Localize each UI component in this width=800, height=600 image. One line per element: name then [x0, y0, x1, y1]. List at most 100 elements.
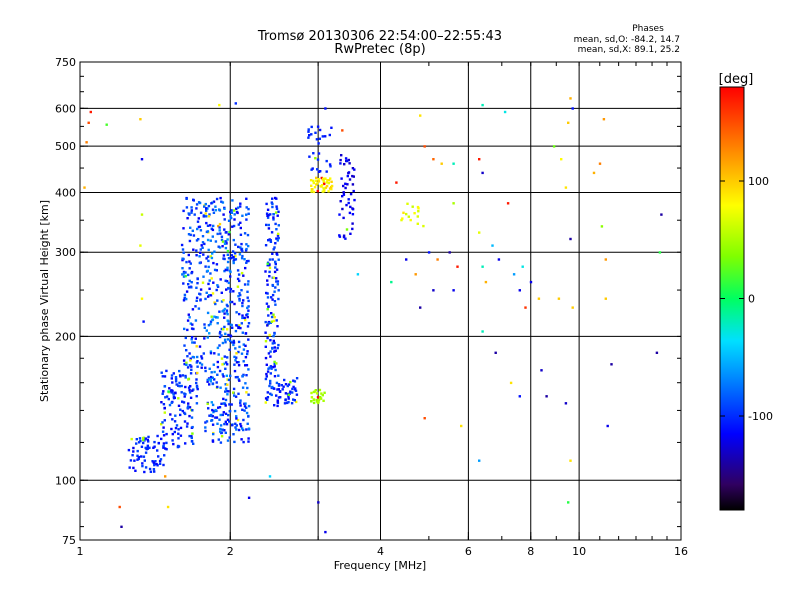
data-point	[196, 360, 199, 363]
data-point	[218, 369, 222, 373]
data-point	[164, 475, 167, 478]
data-point	[245, 406, 248, 409]
data-point	[240, 352, 244, 355]
data-point	[211, 292, 215, 295]
data-point	[188, 239, 192, 243]
data-point	[216, 422, 219, 425]
data-point	[240, 322, 243, 325]
data-point	[229, 270, 232, 274]
data-point	[270, 320, 274, 323]
data-point	[237, 392, 240, 395]
data-point	[177, 437, 180, 440]
data-point	[187, 253, 190, 257]
data-point	[209, 272, 212, 275]
data-point	[172, 442, 175, 446]
data-point	[232, 339, 235, 343]
data-point	[264, 270, 267, 273]
data-point	[224, 279, 227, 282]
data-point	[178, 381, 181, 385]
data-point	[218, 406, 222, 409]
data-point	[227, 333, 230, 337]
data-point	[518, 289, 521, 292]
data-point	[325, 170, 328, 173]
data-point	[232, 290, 235, 293]
data-point	[266, 370, 270, 373]
data-point	[247, 440, 250, 443]
data-point	[190, 211, 193, 214]
data-point	[409, 218, 412, 222]
data-point	[164, 447, 167, 450]
data-point	[247, 437, 250, 440]
data-point	[219, 330, 222, 334]
data-point	[195, 384, 199, 388]
data-point	[529, 280, 533, 284]
data-point	[233, 252, 237, 255]
data-point	[272, 213, 275, 216]
data-point	[232, 224, 236, 228]
data-point	[228, 420, 231, 423]
data-point	[271, 385, 274, 389]
data-point	[158, 459, 162, 463]
data-point	[194, 319, 198, 322]
data-point	[318, 128, 322, 132]
data-point	[216, 360, 219, 364]
data-point	[189, 357, 192, 360]
data-point	[245, 374, 248, 377]
data-point	[89, 110, 92, 114]
data-point	[416, 205, 420, 209]
data-point	[289, 390, 292, 393]
data-point	[266, 292, 269, 295]
data-point	[147, 435, 150, 439]
data-point	[230, 216, 233, 220]
data-point	[247, 496, 251, 499]
data-point	[139, 244, 142, 247]
data-point	[162, 426, 165, 429]
data-point	[602, 118, 606, 121]
data-point	[245, 313, 248, 317]
data-point	[270, 393, 273, 397]
data-point	[246, 296, 249, 299]
data-point	[211, 252, 214, 255]
x-tick-label: 8	[527, 545, 534, 558]
data-point	[197, 238, 200, 241]
data-point	[400, 218, 403, 222]
data-point	[212, 363, 215, 366]
data-point	[230, 254, 233, 257]
data-point	[277, 232, 280, 236]
data-point	[213, 378, 216, 381]
data-point	[224, 231, 227, 234]
data-point	[208, 332, 211, 335]
data-point	[273, 246, 276, 249]
data-point	[342, 193, 346, 196]
data-point	[195, 286, 198, 289]
data-point	[232, 238, 235, 242]
data-point	[276, 214, 279, 217]
data-point	[348, 178, 352, 181]
data-point	[277, 383, 281, 386]
data-point	[214, 302, 217, 306]
data-point	[179, 413, 182, 417]
data-point	[209, 239, 212, 242]
data-point	[274, 266, 277, 269]
data-point	[132, 450, 135, 453]
data-point	[136, 449, 139, 453]
data-point	[269, 392, 272, 395]
data-point	[221, 341, 225, 345]
data-point	[185, 197, 188, 200]
data-point	[481, 330, 484, 333]
data-point	[178, 385, 181, 388]
data-point	[195, 299, 198, 302]
data-point	[329, 177, 332, 180]
data-point	[211, 208, 215, 211]
data-point	[136, 454, 139, 457]
data-point	[186, 355, 189, 358]
data-point	[341, 207, 344, 211]
data-point	[241, 316, 244, 320]
data-point	[230, 209, 233, 212]
data-point	[179, 408, 182, 411]
data-point	[199, 248, 202, 251]
data-point	[221, 240, 225, 243]
data-point	[246, 306, 249, 310]
data-point	[655, 351, 659, 354]
data-point	[274, 262, 277, 266]
